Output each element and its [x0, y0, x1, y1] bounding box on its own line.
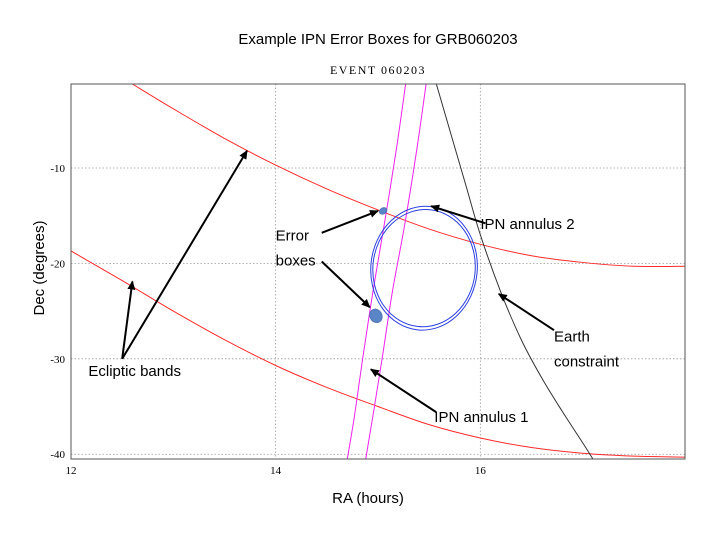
- series-2-ipn-annulus-1: [346, 83, 407, 460]
- x-axis-label: RA (hours): [332, 490, 404, 507]
- axis-ticks: 12 14 16 -10 -20 -30 -40: [50, 163, 486, 477]
- x-tick-label: 16: [475, 465, 487, 477]
- plot-frame: [70, 83, 686, 460]
- annotation-arrow: [121, 149, 248, 360]
- series-1-curve: [70, 250, 686, 458]
- annotation-arrow: [121, 280, 136, 359]
- y-tick-label: -20: [50, 258, 65, 270]
- chart-title: Example IPN Error Boxes for GRB060203: [238, 31, 517, 48]
- y-tick-label: -40: [50, 449, 65, 461]
- series-3-curve: [365, 83, 427, 460]
- y-tick-label: -30: [50, 354, 65, 366]
- y-axis-label: Dec (degrees): [31, 220, 48, 315]
- annotation-arrow: [321, 209, 379, 234]
- annotation-arrow: [430, 204, 486, 225]
- annotation-arrow: [497, 293, 555, 332]
- label-ecliptic-bands: Ecliptic bands: [88, 363, 181, 380]
- label-error: Error: [276, 227, 309, 244]
- error-box-marker: [369, 308, 383, 324]
- error-box-marker: [378, 207, 388, 215]
- label-ipn-annulus-2: IPN annulus 2: [480, 216, 574, 233]
- annotations: Ecliptic bands Error boxes IPN annulus 2 Ear…: [88, 149, 620, 426]
- label-earth-constraint: constraint: [554, 353, 620, 370]
- series-5-curve: [372, 209, 476, 328]
- chart-subtitle: EVENT 060203: [330, 63, 426, 77]
- x-tick-label: 12: [66, 465, 77, 477]
- annotation-arrow: [370, 368, 437, 414]
- series-6-earth-constraint: [435, 83, 594, 460]
- annotation-arrow: [321, 260, 371, 309]
- series-0-ecliptic-bands: [132, 83, 686, 268]
- label-earth: Earth: [554, 329, 590, 346]
- label-boxes: boxes: [276, 252, 316, 269]
- label-ipn-annulus-1: IPN annulus 1: [434, 409, 528, 426]
- series-layer: [70, 83, 686, 460]
- y-tick-label: -10: [50, 163, 65, 175]
- grid: [71, 84, 685, 459]
- x-tick-label: 14: [270, 465, 282, 477]
